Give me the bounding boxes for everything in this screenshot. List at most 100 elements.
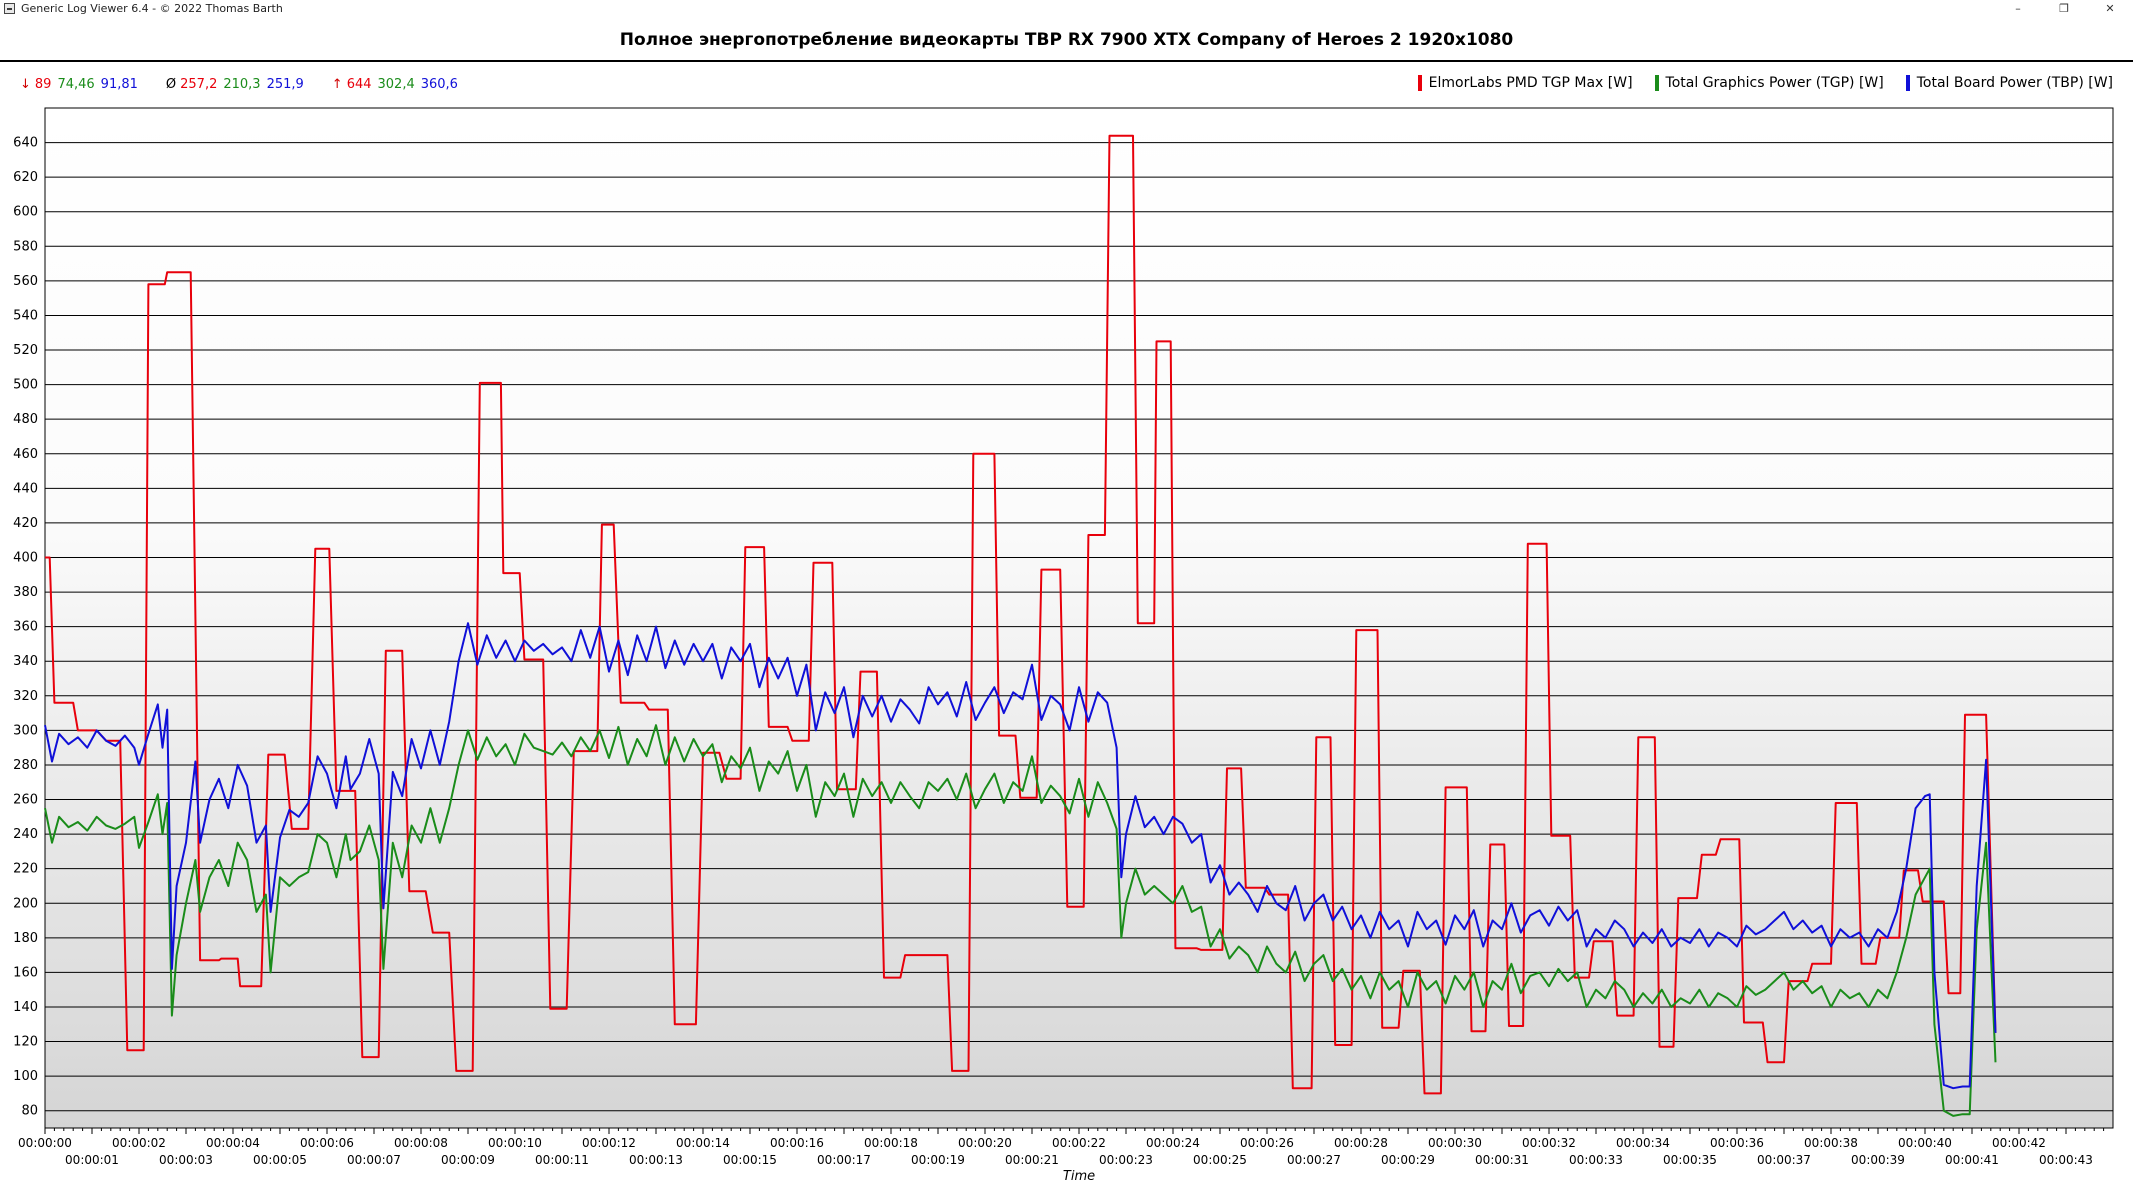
x-tick-label: 00:00:20 [958, 1136, 1012, 1150]
x-tick-label: 00:00:37 [1757, 1153, 1811, 1167]
y-tick-label: 120 [13, 1035, 38, 1050]
max-arrow-icon: ↑ [331, 77, 343, 92]
y-tick-label: 520 [13, 343, 38, 358]
x-tick-label: 00:00:07 [347, 1153, 401, 1167]
x-tick-label: 00:00:01 [65, 1153, 119, 1167]
legend-label: Total Graphics Power (TGP) [W] [1665, 75, 1884, 91]
y-tick-label: 560 [13, 274, 38, 289]
stats-bar: ↓ 89 74,46 91,81 Ø 257,2 210,3 251,9 ↑ 6… [20, 77, 486, 92]
window-title: Generic Log Viewer 6.4 - © 2022 Thomas B… [21, 2, 283, 15]
y-tick-label: 220 [13, 862, 38, 877]
chart-title: Полное энергопотребление видеокарты TBP … [619, 30, 1514, 50]
x-tick-label: 00:00:30 [1428, 1136, 1482, 1150]
y-tick-label: 480 [13, 412, 38, 427]
chart-legend: ElmorLabs PMD TGP Max [W] Total Graphics… [1396, 75, 2113, 91]
y-tick-label: 500 [13, 378, 38, 393]
x-tick-label: 00:00:38 [1804, 1136, 1858, 1150]
average-icon: Ø [165, 77, 177, 92]
legend-label: Total Board Power (TBP) [W] [1916, 75, 2113, 91]
x-tick-label: 00:00:16 [770, 1136, 824, 1150]
y-tick-label: 200 [13, 896, 38, 911]
x-tick-label: 00:00:05 [253, 1153, 307, 1167]
x-tick-label: 00:00:02 [112, 1136, 166, 1150]
x-tick-label: 00:00:36 [1710, 1136, 1764, 1150]
minimize-button[interactable]: – [2015, 2, 2021, 15]
x-tick-label: 00:00:29 [1381, 1153, 1435, 1167]
y-tick-label: 620 [13, 170, 38, 185]
legend-swatch-green [1654, 75, 1659, 91]
x-tick-label: 00:00:26 [1240, 1136, 1294, 1150]
y-tick-label: 340 [13, 654, 38, 669]
y-tick-label: 180 [13, 931, 38, 946]
stat-min-tbp: 91,81 [100, 77, 138, 92]
x-tick-label: 00:00:18 [864, 1136, 918, 1150]
y-tick-label: 600 [13, 205, 38, 220]
x-tick-label: 00:00:31 [1475, 1153, 1529, 1167]
x-tick-label: 00:00:19 [911, 1153, 965, 1167]
x-tick-label: 00:00:10 [488, 1136, 542, 1150]
stat-avg-tgp-max: 257,2 [180, 77, 218, 92]
y-tick-label: 400 [13, 550, 38, 565]
stat-min-tgp: 74,46 [57, 77, 95, 92]
stat-min-tgp-max: 89 [34, 77, 52, 92]
x-tick-label: 00:00:42 [1992, 1136, 2046, 1150]
x-tick-label: 00:00:25 [1193, 1153, 1247, 1167]
x-tick-label: 00:00:32 [1522, 1136, 1576, 1150]
x-tick-label: 00:00:15 [723, 1153, 777, 1167]
series-line-0 [45, 134, 1997, 1095]
legend-item-tgp-max[interactable]: ElmorLabs PMD TGP Max [W] [1417, 75, 1633, 91]
x-tick-label: 00:00:08 [394, 1136, 448, 1150]
x-tick-label: 00:00:03 [159, 1153, 213, 1167]
x-tick-label: 00:00:12 [582, 1136, 636, 1150]
x-tick-label: 00:00:17 [817, 1153, 871, 1167]
y-tick-label: 280 [13, 758, 38, 773]
x-tick-label: 00:00:11 [535, 1153, 589, 1167]
stats-avg-group: Ø 257,2 210,3 251,9 [166, 77, 310, 92]
y-tick-label: 100 [13, 1069, 38, 1084]
y-tick-label: 260 [13, 793, 38, 808]
window-controls: – ❐ ✕ [1995, 0, 2133, 17]
window-titlebar: Generic Log Viewer 6.4 - © 2022 Thomas B… [0, 0, 2133, 17]
x-tick-label: 00:00:33 [1569, 1153, 1623, 1167]
title-separator [0, 60, 2133, 62]
legend-label: ElmorLabs PMD TGP Max [W] [1428, 75, 1633, 91]
y-tick-label: 80 [21, 1104, 38, 1119]
app-icon [4, 3, 15, 14]
x-tick-label: 00:00:22 [1052, 1136, 1106, 1150]
x-tick-label: 00:00:28 [1334, 1136, 1388, 1150]
x-tick-label: 00:00:24 [1146, 1136, 1200, 1150]
x-tick-label: 00:00:35 [1663, 1153, 1717, 1167]
y-tick-label: 440 [13, 481, 38, 496]
stat-max-tgp-max: 644 [346, 77, 372, 92]
x-tick-label: 00:00:34 [1616, 1136, 1670, 1150]
x-tick-label: 00:00:06 [300, 1136, 354, 1150]
y-tick-label: 580 [13, 239, 38, 254]
x-tick-label: 00:00:21 [1005, 1153, 1059, 1167]
x-tick-label: 00:00:41 [1945, 1153, 1999, 1167]
legend-swatch-red [1417, 75, 1422, 91]
x-axis-label: Time [1063, 1169, 1095, 1184]
y-tick-label: 540 [13, 308, 38, 323]
x-tick-label: 00:00:27 [1287, 1153, 1341, 1167]
x-tick-label: 00:00:09 [441, 1153, 495, 1167]
series-line-2 [44, 622, 1997, 1090]
x-tick-label: 00:00:13 [629, 1153, 683, 1167]
stat-avg-tgp: 210,3 [223, 77, 261, 92]
y-tick-label: 300 [13, 723, 38, 738]
x-tick-label: 00:00:14 [676, 1136, 730, 1150]
legend-item-tbp[interactable]: Total Board Power (TBP) [W] [1905, 75, 2113, 91]
plot-area [45, 108, 2113, 1128]
stats-min-group: ↓ 89 74,46 91,81 [20, 77, 144, 92]
stat-max-tbp: 360,6 [420, 77, 458, 92]
min-arrow-icon: ↓ [20, 77, 31, 92]
y-tick-label: 320 [13, 689, 38, 704]
y-tick-label: 460 [13, 447, 38, 462]
legend-item-tgp[interactable]: Total Graphics Power (TGP) [W] [1654, 75, 1884, 91]
close-button[interactable]: ✕ [2105, 2, 2115, 15]
x-tick-label: 00:00:00 [18, 1136, 72, 1150]
power-chart[interactable]: 80 100 120 140 160 180 200 220 240 260 280 300 320 34… [0, 100, 2133, 1200]
maximize-button[interactable]: ❐ [2059, 2, 2069, 15]
y-tick-label: 140 [13, 1000, 38, 1015]
series-line-1 [44, 724, 1997, 1117]
x-tick-label: 00:00:40 [1898, 1136, 1952, 1150]
